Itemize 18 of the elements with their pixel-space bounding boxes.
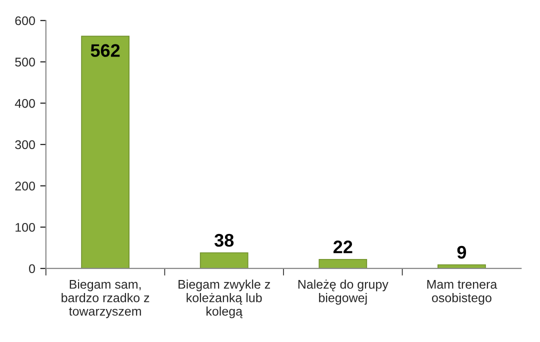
y-tick-label: 400 (14, 98, 35, 108)
data-label: 562 (90, 44, 120, 57)
bar (200, 252, 248, 268)
y-tick-label: 300 (15, 140, 35, 150)
y-tick-label: 100 (16, 222, 35, 232)
x-tick-label: Biegam sam, bardzo rzadko z towarzyszem (62, 280, 150, 318)
y-tick-label: 600 (15, 16, 35, 26)
data-label: 38 (214, 234, 234, 247)
y-tick-label: 0 (29, 264, 35, 274)
data-label: 9 (457, 246, 466, 259)
y-tick-label: 500 (15, 58, 35, 66)
bar (81, 36, 130, 268)
bar (318, 258, 368, 268)
x-tick-label: Mam trenera osobistego (427, 280, 498, 305)
x-tick-label: Należę do grupy biegowej (298, 280, 388, 305)
data-label: 22 (333, 240, 352, 254)
y-tick-label: 200 (15, 182, 35, 190)
x-tick-label: Biegam zwykle z koleżanką lub kolegą (178, 280, 270, 318)
